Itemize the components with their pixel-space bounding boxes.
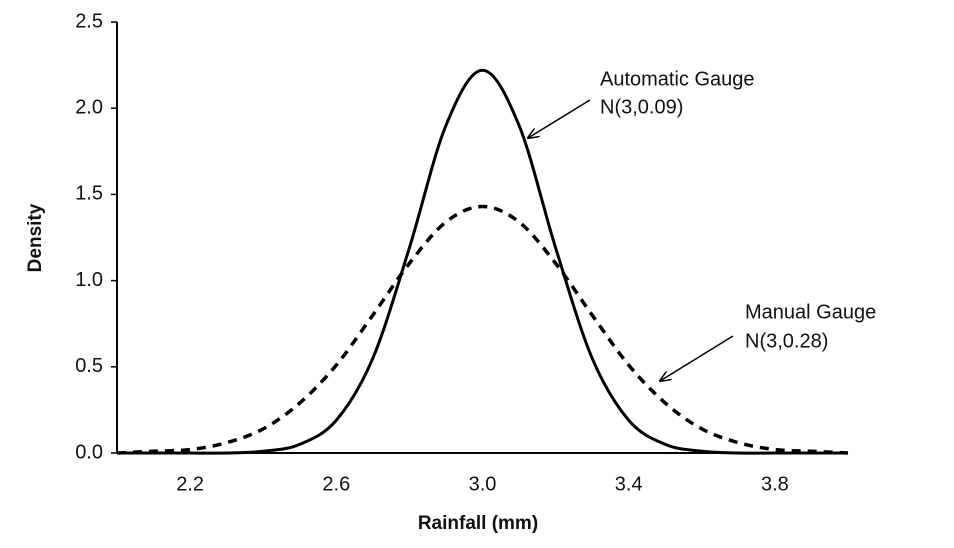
y-tick-label: 1.5: [75, 183, 103, 205]
y-tick-label: 1.0: [75, 269, 103, 291]
y-tick-label: 0.0: [75, 441, 103, 463]
x-tick-label: 3.0: [469, 473, 497, 495]
annotation: N(3,0.28): [745, 330, 828, 352]
x-tick-label: 2.2: [176, 473, 204, 495]
series-line: [116, 204, 849, 455]
x-tick-label: 2.6: [322, 473, 350, 495]
y-tick-label: 2.5: [75, 10, 103, 32]
x-tick-label: 3.8: [761, 473, 789, 495]
x-tick-label: 3.4: [615, 473, 643, 495]
annotation: Manual Gauge: [745, 301, 876, 323]
series-line: [117, 68, 848, 455]
y-axis-title: Density: [25, 203, 46, 272]
x-axis-title: Rainfall (mm): [418, 513, 538, 534]
y-tick-label: 2.0: [75, 96, 103, 118]
annotation-arrow: [660, 335, 734, 381]
annotation: N(3,0.09): [600, 96, 683, 118]
annotation: Automatic Gauge: [600, 68, 755, 90]
y-tick-label: 0.5: [75, 355, 103, 377]
annotation-arrow: [528, 99, 591, 138]
